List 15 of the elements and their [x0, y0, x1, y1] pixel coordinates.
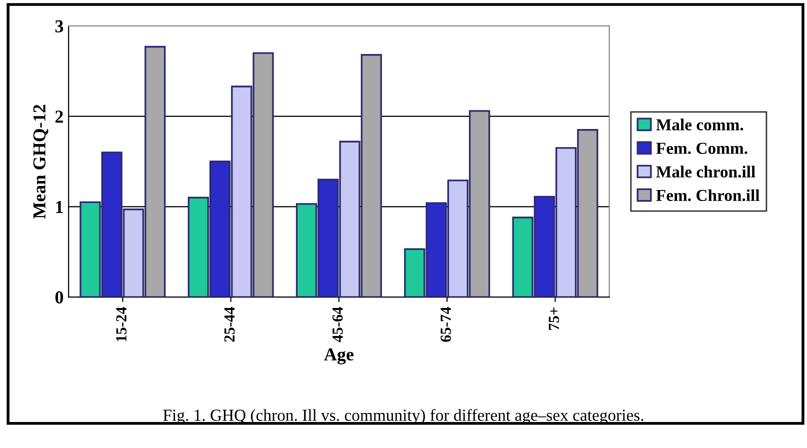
x-tick-label: 15-24: [116, 307, 126, 342]
y-tick-label: 0: [55, 291, 64, 304]
y-axis-title: Mean GHQ-12: [33, 104, 48, 219]
y-tick-label: 1: [56, 201, 63, 213]
y-tick-label: 3: [55, 20, 64, 32]
x-tick-label: 25-44: [224, 307, 235, 342]
legend-label: Fem. Comm.: [656, 142, 748, 154]
x-axis-title: Age: [324, 348, 354, 364]
x-tick-label: 45-64: [332, 307, 343, 342]
y-tick-label: 2: [55, 110, 63, 123]
x-tick-label: 65-74: [440, 307, 451, 342]
legend-label: Male comm.: [656, 118, 744, 130]
legend-label: Male chron.ill: [656, 166, 756, 178]
legend-label: Fem. Chron.ill: [656, 189, 760, 202]
x-tick-label: 75+: [548, 308, 560, 330]
